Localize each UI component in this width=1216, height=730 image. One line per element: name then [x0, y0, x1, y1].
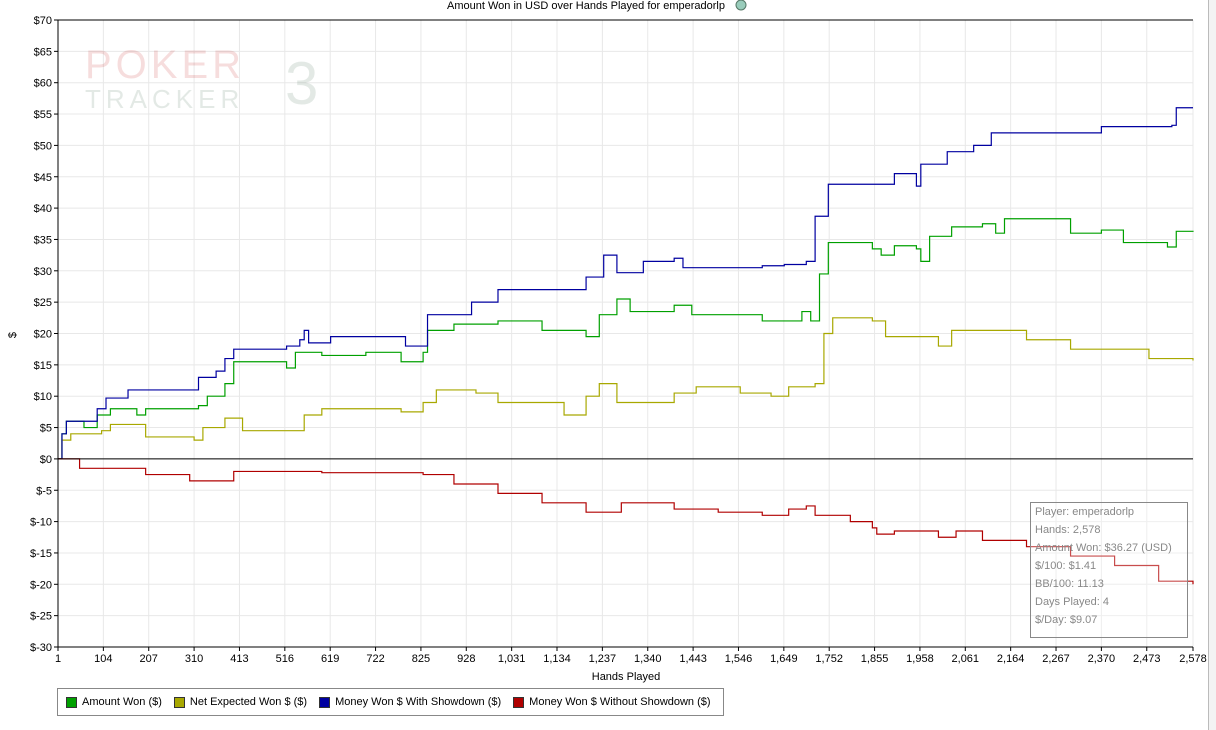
x-axis-label: Hands Played	[592, 671, 661, 683]
legend-swatch	[319, 696, 331, 708]
x-tick-label: 1,340	[634, 653, 662, 665]
x-tick-label: 413	[230, 653, 248, 665]
legend-item-amount-won[interactable]: Amount Won ($)	[66, 696, 162, 708]
x-tick-label: 1,752	[815, 653, 843, 665]
info-per-day: $/Day: $9.07	[1035, 614, 1098, 626]
y-tick-label: $60	[34, 78, 52, 90]
chart-title: Amount Won in USD over Hands Played for …	[447, 0, 725, 12]
legend-label: Money Won $ Without Showdown ($)	[529, 696, 711, 708]
y-tick-label: $40	[34, 203, 52, 215]
info-hands: Hands: 2,578	[1035, 524, 1101, 536]
x-tick-label: 2,370	[1088, 653, 1116, 665]
y-axis-label: $	[7, 332, 19, 338]
legend-swatch	[66, 696, 77, 708]
x-tick-label: 2,061	[952, 653, 980, 665]
legend-label: Money Won $ With Showdown ($)	[335, 696, 502, 708]
series-line-0	[58, 218, 1194, 460]
x-tick-label: 1,855	[861, 653, 889, 665]
y-tick-label: $10	[34, 391, 52, 403]
y-tick-label: $-20	[30, 579, 52, 591]
y-tick-label: $15	[34, 360, 52, 372]
x-tick-label: 104	[94, 653, 112, 665]
y-tick-label: $35	[34, 234, 52, 246]
x-tick-label: 619	[321, 653, 339, 665]
x-tick-label: 2,164	[997, 653, 1025, 665]
x-tick-label: 1,649	[770, 653, 798, 665]
legend-label: Amount Won ($)	[82, 696, 162, 708]
right-panel-edge	[1208, 0, 1216, 730]
y-tick-label: $-30	[30, 642, 52, 654]
title-icon[interactable]	[735, 0, 747, 11]
watermark-logo: POKER TRACKER 3	[85, 43, 318, 117]
watermark-line2: TRACKER	[85, 84, 244, 114]
info-days-played: Days Played: 4	[1035, 596, 1109, 608]
x-tick-label: 1,958	[906, 653, 934, 665]
legend-item-with-showdown[interactable]: Money Won $ With Showdown ($)	[319, 696, 501, 708]
y-tick-label: $65	[34, 46, 52, 58]
y-tick-label: $50	[34, 140, 52, 152]
series-line-1	[58, 317, 1194, 460]
series-line-2	[58, 107, 1193, 460]
x-tick-label: 1,031	[498, 653, 526, 665]
legend-label: Net Expected Won $ ($)	[189, 696, 308, 708]
x-tick-label: 1	[55, 653, 61, 665]
x-tick-label: 1,134	[543, 653, 571, 665]
y-tick-label: $0	[40, 454, 52, 466]
y-tick-label: $70	[34, 15, 52, 27]
y-tick-label: $5	[40, 423, 52, 435]
legend-item-without-showdown[interactable]: Money Won $ Without Showdown ($)	[513, 696, 711, 708]
x-tick-label: 2,578	[1179, 653, 1207, 665]
x-tick-label: 825	[412, 653, 430, 665]
x-tick-label: 722	[366, 653, 384, 665]
x-tick-label: 516	[276, 653, 294, 665]
y-tick-label: $-5	[36, 485, 52, 497]
x-tick-label: 2,267	[1042, 653, 1070, 665]
y-tick-label: $-10	[30, 517, 52, 529]
info-bb-100: BB/100: 11.13	[1035, 578, 1104, 590]
y-tick-label: $20	[34, 329, 52, 341]
legend-item-net-expected[interactable]: Net Expected Won $ ($)	[173, 696, 308, 708]
info-player: Player: emperadorlp	[1035, 506, 1135, 518]
watermark-num: 3	[285, 50, 318, 117]
series-line-3	[58, 458, 1194, 585]
x-tick-label: 2,473	[1133, 653, 1161, 665]
x-tick-label: 1,443	[679, 653, 707, 665]
chart-legend: Amount Won ($) Net Expected Won $ ($) Mo…	[57, 688, 724, 716]
stats-tooltip: Player: emperadorlp Hands: 2,578 Amount …	[1030, 502, 1188, 638]
y-tick-label: $-15	[30, 548, 52, 560]
x-tick-label: 207	[140, 653, 158, 665]
x-tick-label: 928	[457, 653, 475, 665]
y-tick-label: $45	[34, 172, 52, 184]
legend-swatch	[173, 696, 185, 708]
watermark-line1: POKER	[85, 43, 245, 87]
x-tick-label: 310	[185, 653, 203, 665]
info-per-100: $/100: $1.41	[1035, 560, 1097, 572]
legend-swatch	[513, 696, 525, 708]
y-tick-label: $25	[34, 297, 52, 309]
y-tick-label: $30	[34, 266, 52, 278]
x-tick-label: 1,546	[725, 653, 753, 665]
y-tick-label: $-25	[30, 611, 52, 623]
info-amount-won: Amount Won: $36.27 (USD)	[1035, 542, 1172, 554]
x-tick-label: 1,237	[589, 653, 617, 665]
y-tick-label: $55	[34, 109, 52, 121]
